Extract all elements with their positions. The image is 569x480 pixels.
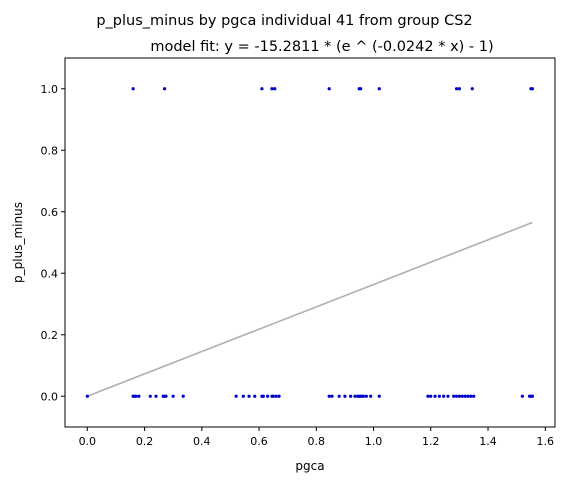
data-point — [452, 394, 456, 398]
data-point — [274, 394, 278, 398]
data-point — [131, 87, 135, 91]
data-point — [433, 394, 437, 398]
y-tick-label: 0.6 — [41, 206, 59, 219]
data-point — [460, 394, 464, 398]
data-point — [454, 87, 459, 91]
data-point — [442, 394, 446, 398]
data-point — [337, 394, 341, 398]
data-point — [164, 394, 168, 398]
x-tick-label: 1.0 — [365, 435, 383, 448]
x-axis-label: pgca — [295, 459, 324, 473]
data-point — [234, 394, 238, 398]
data-point — [163, 87, 167, 91]
data-point — [134, 394, 138, 398]
data-point — [454, 394, 459, 398]
fit-line — [87, 221, 533, 397]
data-point — [446, 394, 450, 398]
data-point — [469, 394, 473, 398]
data-point — [530, 394, 534, 398]
x-tick-label: 1.6 — [537, 435, 555, 448]
data-point — [426, 394, 430, 398]
data-point — [377, 87, 381, 91]
x-tick-label: 1.4 — [479, 435, 497, 448]
data-point — [343, 394, 347, 398]
data-point — [154, 394, 158, 398]
data-point — [361, 394, 366, 398]
x-tick-label: 0.2 — [136, 435, 154, 448]
data-point — [520, 394, 524, 398]
data-point — [261, 394, 265, 398]
y-tick-label: 0.8 — [41, 144, 59, 157]
x-tick-label: 0.0 — [79, 435, 97, 448]
data-point — [437, 394, 441, 398]
x-tick-label: 1.2 — [422, 435, 440, 448]
data-point — [266, 394, 270, 398]
data-point — [327, 87, 331, 91]
data-point — [364, 394, 368, 398]
data-point — [148, 394, 152, 398]
fit-line-group — [87, 221, 533, 397]
data-point — [466, 394, 470, 398]
chart-title: p_plus_minus by pgca individual 41 from … — [96, 13, 472, 29]
data-point — [457, 87, 462, 91]
y-axis-label: p_plus_minus — [11, 202, 25, 283]
data-point — [463, 394, 467, 398]
data-point — [171, 394, 175, 398]
data-point — [253, 394, 257, 398]
data-point — [273, 87, 277, 91]
x-tick-label: 0.8 — [308, 435, 326, 448]
y-tick-label: 0.4 — [41, 267, 59, 280]
x-tick-label: 0.6 — [250, 435, 268, 448]
data-point — [377, 394, 381, 398]
data-point — [260, 87, 264, 91]
data-point — [327, 394, 331, 398]
data-point — [137, 394, 141, 398]
data-point — [470, 87, 474, 91]
data-point — [369, 394, 373, 398]
data-point — [353, 394, 357, 398]
data-point — [429, 394, 433, 398]
y-tick-label: 0.2 — [41, 329, 59, 342]
data-point — [359, 87, 363, 91]
data-point — [277, 394, 281, 398]
data-point — [85, 394, 89, 398]
axis-ticks: 0.0 0.2 0.4 0.6 0.8 1.0 1.2 1.4 1.6 0.0 0.2 0.4 0.6 0… — [41, 83, 555, 448]
x-tick-label: 0.4 — [193, 435, 211, 448]
data-point — [330, 394, 334, 398]
data-point — [472, 394, 476, 398]
data-point — [241, 394, 245, 398]
y-tick-label: 0.0 — [41, 390, 59, 403]
data-point — [270, 87, 274, 91]
data-point — [349, 394, 353, 398]
data-point — [457, 394, 462, 398]
data-point — [530, 87, 534, 91]
plot-area — [64, 57, 556, 428]
data-point — [247, 394, 251, 398]
data-point — [271, 394, 275, 398]
y-tick-label: 1.0 — [41, 83, 59, 96]
data-point — [181, 394, 185, 398]
chart-subtitle: model fit: y = -15.2811 * (e ^ (-0.0242 … — [150, 39, 493, 55]
points-group — [85, 87, 534, 398]
